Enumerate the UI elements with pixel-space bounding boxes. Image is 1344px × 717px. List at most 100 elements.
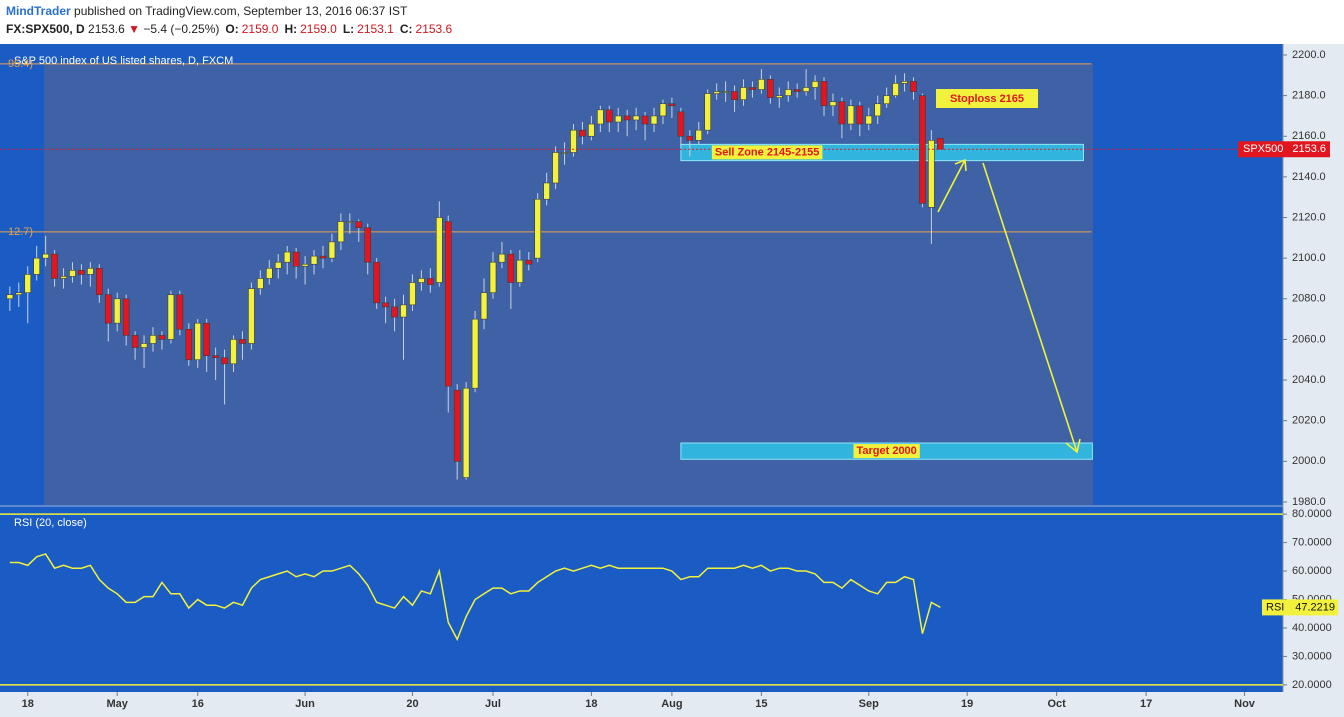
candle-body <box>775 95 783 98</box>
candle-body <box>632 115 640 121</box>
candle-body <box>928 140 935 208</box>
candle-body <box>668 103 676 107</box>
candle-body <box>614 115 622 123</box>
candle-body <box>24 274 32 293</box>
candle-body <box>427 278 434 285</box>
candle-body <box>686 135 694 141</box>
x-tick-label: 18 <box>22 698 34 710</box>
candle-body <box>847 105 855 125</box>
candle-body <box>767 79 774 98</box>
candle-body <box>149 335 157 344</box>
candle-body <box>60 276 67 279</box>
label-box <box>711 145 823 160</box>
x-tick-label: 17 <box>1140 698 1152 710</box>
x-tick-label: 19 <box>961 698 973 710</box>
stoploss-box <box>936 89 1038 108</box>
y-tick-label: 70.0000 <box>1292 536 1332 548</box>
candle-body <box>695 129 703 141</box>
candle-body <box>856 105 864 125</box>
labels: Stoploss 2165 S&P 500 index of US listed… <box>8 49 1338 710</box>
ohlc-value: 2159.0 <box>300 22 337 36</box>
candle-body <box>194 322 202 361</box>
ohlc-value: 2153.1 <box>357 22 394 36</box>
candle-body <box>516 259 524 283</box>
x-tick-label: Nov <box>1234 698 1256 710</box>
candle-body <box>758 79 765 90</box>
ohlc-key: L: <box>343 22 354 36</box>
y-tick-label: 2120.0 <box>1292 211 1326 223</box>
candle-body <box>588 123 595 137</box>
arrow: ▼ <box>128 22 140 36</box>
stoploss-label: Stoploss 2165 <box>950 93 1024 105</box>
candle-body <box>346 221 354 223</box>
candle-body <box>248 288 255 344</box>
candle-body <box>69 270 76 277</box>
x-tick-label: 20 <box>406 698 418 710</box>
candle-body <box>203 322 210 356</box>
candle-body <box>579 129 586 137</box>
candle-body <box>874 103 882 117</box>
ohlc-key: H: <box>284 22 297 36</box>
candle-body <box>802 87 810 92</box>
candle-body <box>409 282 416 306</box>
y-tick-label: 2140.0 <box>1292 171 1326 183</box>
change: −5.4 (−0.25%) <box>143 22 219 36</box>
candle-body <box>722 91 729 93</box>
candle-body <box>122 298 130 336</box>
candle-body <box>480 292 488 320</box>
candle-body <box>543 182 550 200</box>
symbol: FX:SPX500, D <box>6 22 85 36</box>
candle-body <box>784 89 792 96</box>
x-tick-label: Sep <box>859 698 879 710</box>
candle-body <box>42 253 49 259</box>
candle-body <box>391 306 398 318</box>
candle-body <box>462 387 470 478</box>
ohlc-value: 2159.0 <box>242 22 279 36</box>
arrow-head <box>1065 438 1081 454</box>
candle-body <box>328 241 336 259</box>
candle-body <box>892 83 899 96</box>
fib-level-label: 12.7) <box>8 226 33 238</box>
x-tick-label: 15 <box>755 698 767 710</box>
candle-body <box>230 339 237 365</box>
author: MindTrader <box>6 4 71 18</box>
candle-body <box>811 81 819 88</box>
candle-body <box>266 268 273 279</box>
candle-body <box>283 251 291 263</box>
y-tick-label: 2200.0 <box>1292 49 1326 61</box>
y-tick-label: 30.0000 <box>1292 650 1332 662</box>
last: 2153.6 <box>88 22 125 36</box>
candle-body <box>713 91 720 94</box>
published: published on TradingView.com, September … <box>74 4 408 18</box>
candle-body <box>677 111 685 137</box>
arrow <box>937 159 966 213</box>
candle-body <box>140 343 148 348</box>
rsi-box <box>1262 599 1338 616</box>
y-tick-label: 2100.0 <box>1292 252 1326 264</box>
candle-body <box>623 115 631 121</box>
candle-body <box>525 259 533 265</box>
candle-body <box>113 298 121 324</box>
candle-body <box>400 304 407 318</box>
candle-body <box>740 87 747 100</box>
candle-body <box>937 137 944 150</box>
candle-body <box>319 255 327 259</box>
candle-body <box>364 227 372 263</box>
candle-body <box>650 115 658 125</box>
time-axis-bg <box>0 692 1344 717</box>
x-tick-label: 18 <box>585 698 597 710</box>
fib-level-label: 95.4) <box>8 58 33 70</box>
y-tick-label: 2160.0 <box>1292 130 1326 142</box>
candle-body <box>793 89 801 92</box>
candle-body <box>131 335 139 348</box>
candle-body <box>15 292 23 296</box>
candle-body <box>570 129 577 153</box>
candle-body <box>78 270 85 275</box>
header-bg <box>0 0 1344 44</box>
y-tick-label: 60.0000 <box>1292 565 1332 577</box>
candle-body <box>185 328 193 361</box>
candle-body <box>435 217 443 283</box>
candle-body <box>382 302 389 308</box>
y-tick-label: 2020.0 <box>1292 415 1326 427</box>
